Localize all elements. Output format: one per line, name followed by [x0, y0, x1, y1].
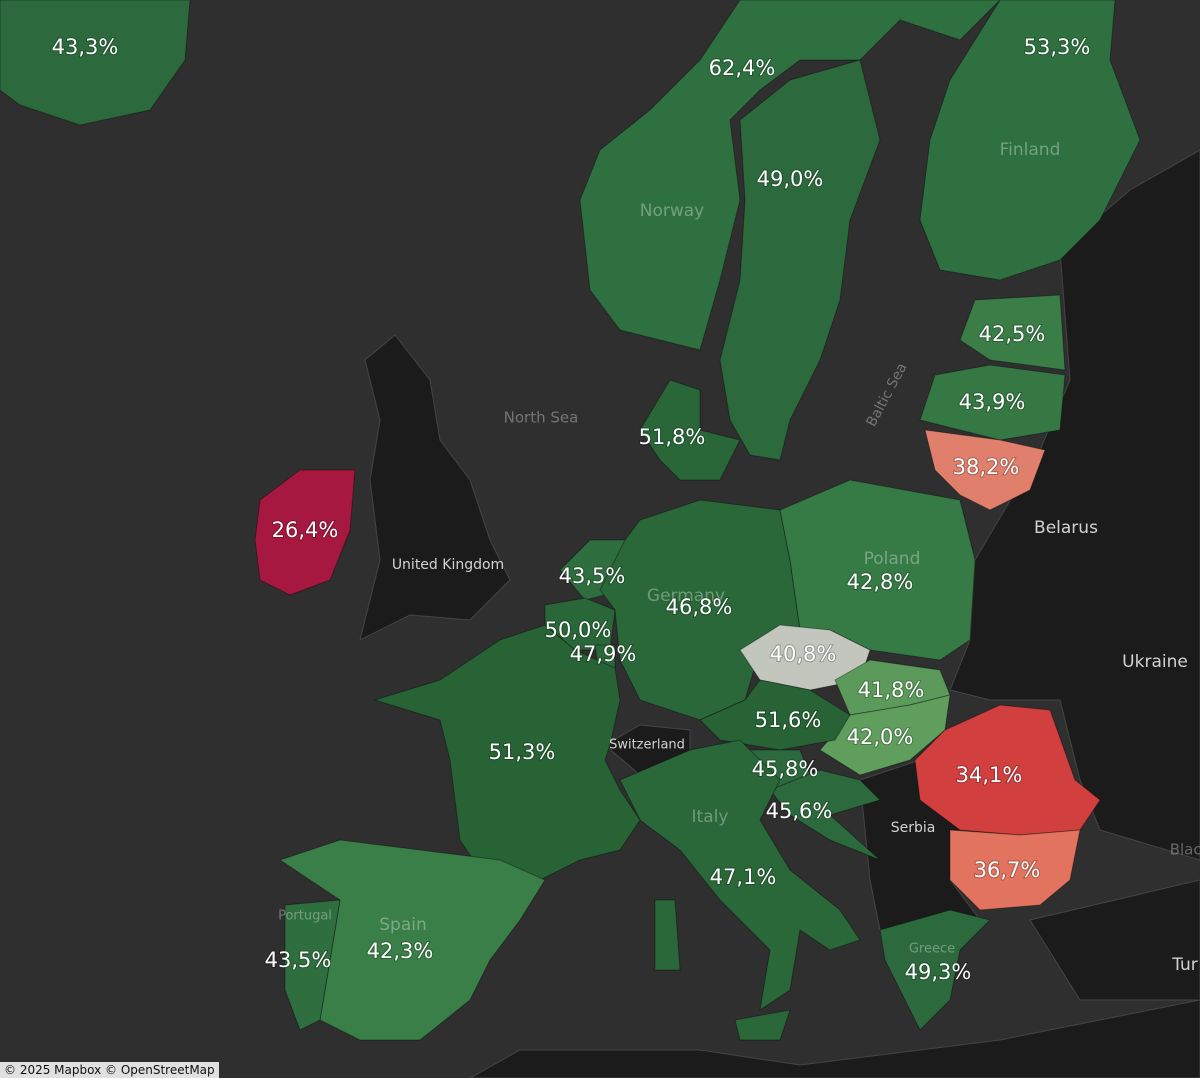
region: [949, 829, 1081, 911]
value-label: 49,0%: [757, 167, 824, 191]
value-label: 26,4%: [272, 518, 339, 542]
value-label: 42,3%: [367, 939, 434, 963]
place-label: Belarus: [1034, 518, 1098, 538]
value-label: 43,5%: [265, 948, 332, 972]
place-label: Poland: [864, 549, 921, 569]
value-label: 41,8%: [858, 678, 925, 702]
value-label: 53,3%: [1024, 35, 1091, 59]
land-africa: [468, 999, 1200, 1078]
value-label: 43,3%: [52, 35, 119, 59]
place-label: Greece: [909, 942, 955, 957]
place-label: Portugal: [278, 909, 332, 924]
value-label: 51,8%: [639, 425, 706, 449]
place-label: Germany: [647, 586, 725, 606]
land-turkey: [1029, 879, 1200, 1001]
place-label: North Sea: [504, 409, 579, 427]
value-label: 50,0%: [545, 618, 612, 642]
attribution: © 2025 Mapbox © OpenStreetMap: [0, 1062, 219, 1078]
region: [373, 624, 641, 881]
region: [919, 0, 1141, 281]
value-label: 34,1%: [956, 763, 1023, 787]
region: [879, 909, 991, 1031]
place-label: Finland: [1000, 140, 1061, 160]
value-label: 43,5%: [559, 564, 626, 588]
value-label: 36,7%: [974, 858, 1041, 882]
region: [254, 469, 356, 596]
place-label: Italy: [692, 807, 729, 827]
region: [779, 479, 976, 661]
value-label: 62,4%: [709, 56, 776, 80]
value-label: 47,1%: [710, 865, 777, 889]
place-label: Ukraine: [1122, 652, 1188, 672]
region: [619, 739, 861, 1012]
region: [284, 899, 341, 1031]
place-label: Tur: [1171, 955, 1198, 975]
place-label: Serbia: [891, 820, 936, 836]
region: [0, 0, 191, 126]
region: [278, 839, 546, 1041]
place-label: United Kingdom: [392, 557, 504, 573]
region: [959, 294, 1066, 371]
region: [919, 364, 1066, 441]
place-label: Black: [1170, 841, 1200, 859]
value-label: 43,9%: [959, 390, 1026, 414]
land-uk: [359, 334, 511, 641]
value-label: 46,8%: [666, 595, 733, 619]
value-label: 40,8%: [770, 642, 837, 666]
region: [769, 769, 881, 861]
value-label: 42,5%: [979, 322, 1046, 346]
value-label: 45,8%: [752, 757, 819, 781]
place-label: Switzerland: [609, 738, 685, 753]
value-label: 38,2%: [953, 455, 1020, 479]
value-label: 49,3%: [905, 960, 972, 984]
value-label: 42,0%: [847, 725, 914, 749]
value-label: 45,6%: [766, 799, 833, 823]
region: [734, 1009, 791, 1041]
region: [654, 899, 681, 971]
value-label: 51,6%: [755, 708, 822, 732]
value-label: 51,3%: [489, 740, 556, 764]
value-label: 47,9%: [570, 642, 637, 666]
region: [719, 59, 881, 461]
place-label: Norway: [640, 201, 705, 221]
region: [579, 0, 1001, 351]
place-label: Spain: [379, 915, 427, 935]
value-label: 42,8%: [847, 570, 914, 594]
region: [639, 379, 741, 481]
region: [819, 694, 951, 776]
region: [924, 429, 1046, 511]
